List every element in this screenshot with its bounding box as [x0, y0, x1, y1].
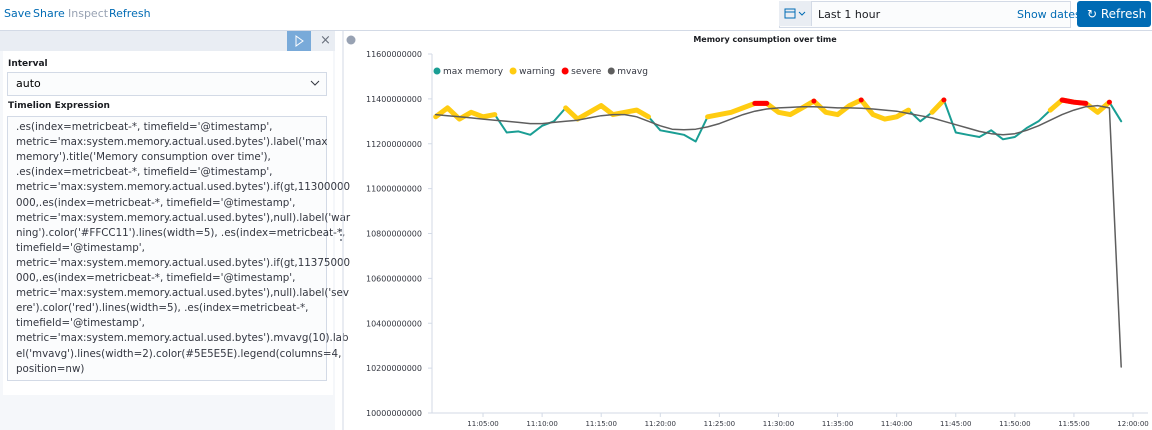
- expression-line: 000,.es(index=metricbeat-*, timefield='@…: [16, 196, 296, 209]
- legend-label: warning: [519, 67, 555, 77]
- interval-label: Interval: [8, 59, 48, 69]
- y-tick-label: 11600000000: [366, 50, 422, 59]
- legend-label: severe: [571, 67, 602, 77]
- resize-dot[interactable]: [340, 229, 342, 231]
- x-tick-label: 12:00:00: [1117, 420, 1148, 428]
- expression-line: 000,.es(index=metricbeat-*, timefield='@…: [16, 272, 296, 284]
- expression-line: metric='max:system.memory.actual.used.by…: [16, 332, 349, 345]
- x-tick-label: 11:20:00: [645, 420, 676, 428]
- refresh-button[interactable]: ↻ Refresh: [1077, 1, 1151, 27]
- chart-panel: Memory consumption over time 10000000000…: [340, 30, 1149, 430]
- chart-title: Memory consumption over time: [693, 35, 837, 44]
- x-tick-label: 11:50:00: [999, 420, 1030, 428]
- x-tick-label: 11:30:00: [763, 420, 794, 428]
- legend-swatch: [561, 67, 569, 75]
- inspect-link[interactable]: Inspect: [68, 7, 109, 20]
- sidebar-header: [0, 31, 335, 51]
- x-tick-label: 11:05:00: [467, 420, 498, 428]
- legend-swatch: [509, 67, 517, 75]
- legend-label: max memory: [443, 67, 504, 77]
- expression-line: timefield='@timestamp',: [16, 241, 145, 254]
- expression-line: .es(index=metricbeat-*, timefield='@time…: [16, 166, 273, 179]
- chevron: [310, 80, 320, 86]
- legend-label: mvavg: [617, 67, 648, 77]
- y-tick-label: 10000000000: [366, 409, 422, 418]
- close-button[interactable]: ×: [320, 33, 331, 48]
- x-tick-label: 11:35:00: [822, 420, 853, 428]
- refresh-link[interactable]: Refresh: [109, 7, 151, 20]
- x-tick-label: 11:10:00: [526, 420, 557, 428]
- show-dates[interactable]: Show dates: [1017, 8, 1081, 21]
- interval-select[interactable]: auto: [7, 72, 327, 96]
- y-tick-label: 11200000000: [366, 140, 422, 149]
- x-tick-label: 11:45:00: [940, 420, 971, 428]
- run-button[interactable]: [287, 31, 311, 51]
- y-tick-label: 10800000000: [366, 230, 422, 239]
- share-link[interactable]: Share: [33, 7, 65, 20]
- legend-swatch: [607, 67, 615, 75]
- y-tick-label: 10400000000: [366, 319, 422, 328]
- y-tick-label: 11400000000: [366, 95, 422, 104]
- x-tick-label: 11:15:00: [585, 420, 616, 428]
- legend-swatch: [433, 67, 441, 75]
- run-icon: [295, 35, 304, 47]
- x-tick-label: 11:40:00: [881, 420, 912, 428]
- expression-line: ere').color('red').lines(width=5), .es(i…: [16, 302, 309, 315]
- resize-dot[interactable]: [340, 234, 342, 236]
- expression-line: memory').title('Memory consumption over …: [16, 151, 271, 164]
- series-line: [434, 104, 1122, 368]
- expression-line: metric='max:system.memory.actual.used.by…: [16, 136, 328, 149]
- y-tick-label: 11000000000: [366, 185, 422, 194]
- series-line: [433, 97, 1112, 122]
- expression-line: el('mvavg').lines(width=2).color(#5E5E5E…: [16, 347, 342, 360]
- expression-line: position=nw): [16, 362, 85, 375]
- x-tick-label: 11:25:00: [704, 420, 735, 428]
- x-tick-label: 11:55:00: [1058, 420, 1089, 428]
- expression-line: metric='max:system.memory.actual.used.by…: [16, 256, 351, 269]
- top-bar: [0, 0, 1152, 31]
- expression-line: metric='max:system.memory.actual.used.by…: [16, 181, 351, 194]
- y-tick-label: 10200000000: [366, 364, 422, 373]
- series-line: [434, 99, 1123, 143]
- interval-value: auto: [16, 77, 41, 90]
- expression-line: metric='max:system.memory.actual.used.by…: [16, 211, 351, 224]
- quick-menu[interactable]: [779, 1, 812, 26]
- date-picker[interactable]: [779, 1, 1071, 28]
- date-range[interactable]: Last 1 hour: [818, 8, 881, 21]
- refresh-label: Refresh: [1100, 7, 1147, 21]
- expression-editor[interactable]: .es(index=metricbeat-*, timefield='@time…: [7, 116, 350, 381]
- collapse-icon[interactable]: [346, 35, 356, 45]
- resize-dot[interactable]: [340, 239, 342, 241]
- expression-line: .es(index=metricbeat-*, timefield='@time…: [16, 121, 273, 133]
- calendar-icon: [784, 8, 806, 19]
- expression-line: metric='max:system.memory.actual.used.by…: [16, 287, 349, 300]
- series-line: [752, 97, 1112, 106]
- y-tick-label: 10600000000: [366, 274, 422, 283]
- expression-label: Timelion Expression: [8, 101, 110, 111]
- expression-line: timefield='@timestamp',: [16, 317, 145, 330]
- expression-line: ning').color('#FFCC11').lines(width=5), …: [16, 226, 346, 239]
- save-link[interactable]: Save: [4, 7, 32, 20]
